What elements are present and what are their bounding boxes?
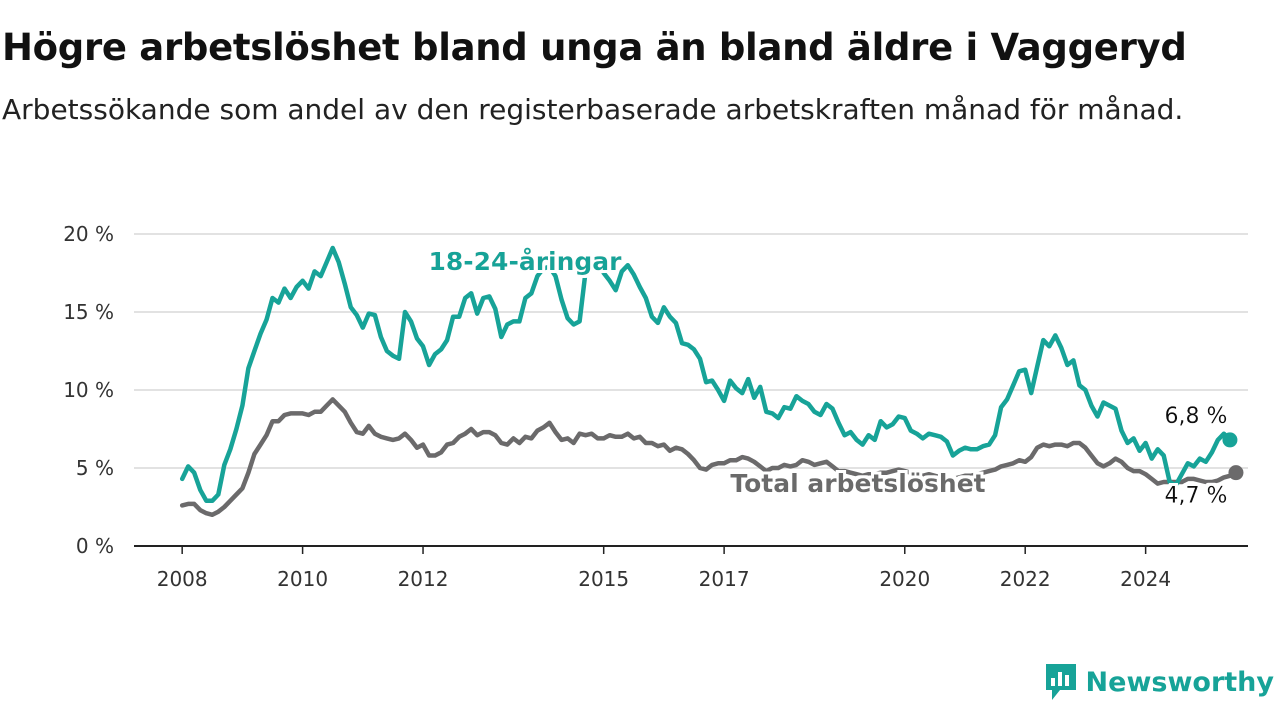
series-label: Total arbetslöshet (730, 469, 985, 498)
newsworthy-logo: Newsworthy (1044, 662, 1274, 702)
x-tick-label: 2008 (157, 567, 208, 591)
brand-name: Newsworthy (1085, 666, 1274, 698)
chart-bubble-icon (1045, 664, 1076, 700)
y-tick-label: 5 % (76, 456, 114, 480)
y-tick-label: 10 % (63, 378, 114, 402)
x-tick-label: 2015 (578, 567, 629, 591)
y-tick-label: 20 % (63, 222, 114, 246)
series (179, 245, 1244, 518)
x-tick-label: 2012 (398, 567, 449, 591)
x-tick-label: 2024 (1120, 567, 1171, 591)
end-point (1228, 465, 1244, 481)
y-tick-label: 0 % (76, 534, 114, 558)
x-tick-label: 2022 (1000, 567, 1051, 591)
series-line (179, 397, 1239, 518)
chart-subtitle: Arbetssökande som andel av den registerb… (2, 93, 1184, 126)
series-label: 18-24-åringar (429, 247, 623, 276)
labels: 18-24-åringar Total arbetslöshet 6,8 % 4,7 … (429, 247, 1228, 509)
x-tick-label: 2017 (699, 567, 750, 591)
series-line (179, 245, 1233, 504)
y-tick-label: 15 % (63, 300, 114, 324)
data-label: 6,8 % (1165, 404, 1228, 429)
data-label: 4,7 % (1165, 484, 1228, 509)
axes: 0 % 5 % 10 % 15 % 20 % 2008 2010 2012 2015 2017 20… (63, 222, 1248, 591)
gridlines (134, 233, 1248, 469)
x-tick-label: 2020 (879, 567, 930, 591)
chart-title: Högre arbetslöshet bland unga än bland ä… (2, 26, 1187, 69)
x-tick-label: 2010 (277, 567, 328, 591)
end-point (1222, 432, 1238, 448)
